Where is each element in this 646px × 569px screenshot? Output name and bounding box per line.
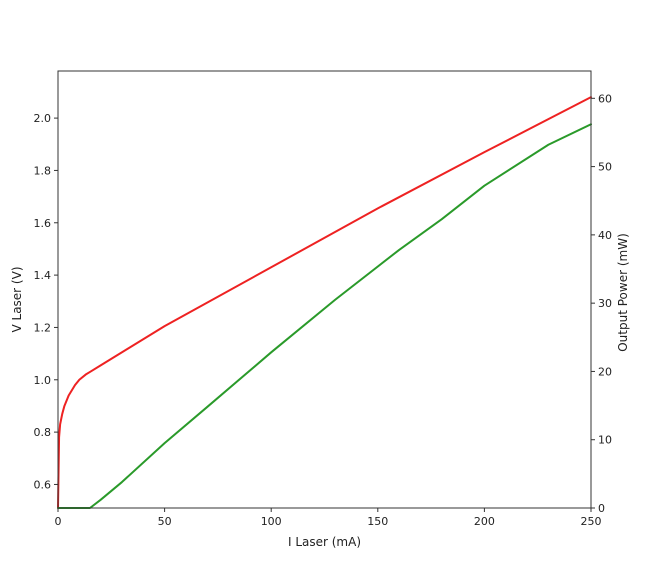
y-tick-label: 1.2 <box>34 321 52 334</box>
voltage-line <box>57 96 592 509</box>
y-tick-label: 1.4 <box>34 269 52 282</box>
y-tick-label: 0.6 <box>34 478 52 491</box>
y-tick-label: 1.8 <box>34 164 52 177</box>
y2-tick-label: 0 <box>598 502 605 515</box>
y2-tick-label: 30 <box>598 297 612 310</box>
y-tick-label: 0.8 <box>34 426 52 439</box>
ticks-layer: 0 50 100 150 200 250 0.6 0.8 1.0 1.2 1.4 1.6 1.8 2.0 0… <box>34 92 613 528</box>
x-tick-label: 200 <box>474 515 495 528</box>
y2-tick-label: 20 <box>598 365 612 378</box>
x-tick-label: 100 <box>261 515 282 528</box>
y-axis-label: V Laser (V) <box>10 266 24 332</box>
x-tick-label: 150 <box>367 515 388 528</box>
plot-frame <box>57 70 592 509</box>
y2-tick-label: 60 <box>598 92 612 105</box>
y-tick-label: 1.6 <box>34 217 52 230</box>
y-tick-label: 2.0 <box>34 112 52 125</box>
y-tick-label: 1.0 <box>34 374 52 387</box>
y2-tick-label: 40 <box>598 229 612 242</box>
y2-tick-label: 50 <box>598 161 612 174</box>
x-tick-label: 50 <box>158 515 172 528</box>
series-layer <box>57 96 592 509</box>
x-tick-label: 250 <box>581 515 602 528</box>
output-power-line <box>57 123 592 509</box>
x-axis-label: I Laser (mA) <box>288 535 361 549</box>
y2-tick-label: 10 <box>598 434 612 447</box>
y2-axis-label: Output Power (mW) <box>616 233 630 352</box>
x-tick-label: 0 <box>55 515 62 528</box>
